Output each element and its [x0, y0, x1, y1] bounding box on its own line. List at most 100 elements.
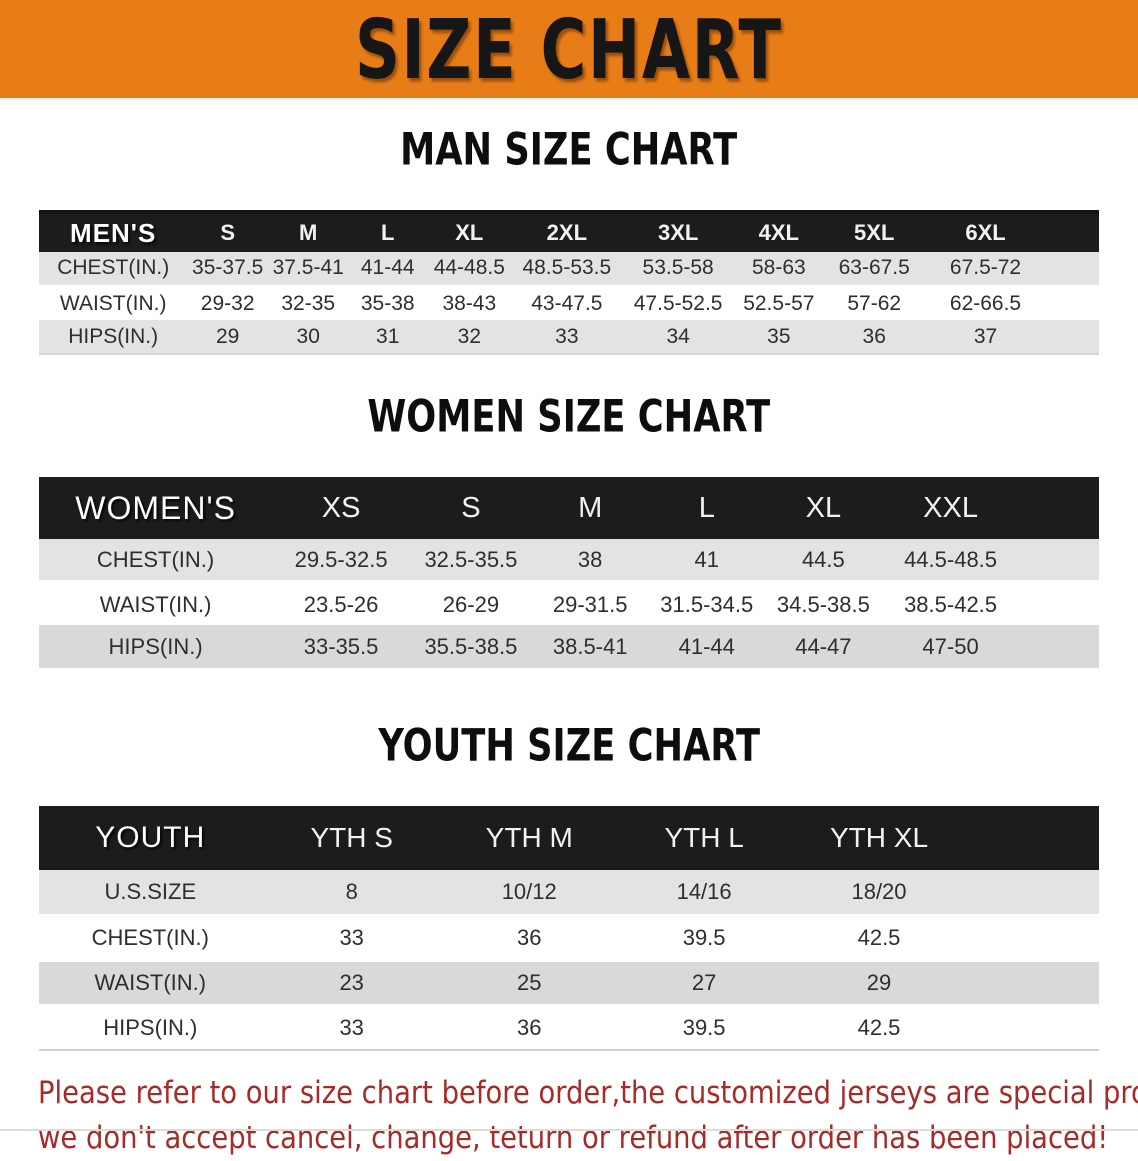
row-label: HIPS(IN.): [68, 324, 159, 348]
row-label: WAIST(IN.): [99, 591, 212, 617]
size-col-header: M: [578, 491, 603, 524]
row-label: CHEST(IN.): [96, 546, 215, 572]
size-col-header: M: [299, 220, 318, 245]
size-cell: 42.5: [857, 924, 901, 950]
row-label: CHEST(IN.): [91, 924, 209, 950]
size-cell: 37.5-41: [272, 256, 344, 280]
size-cell: 44.5: [801, 546, 845, 572]
size-cell: 35.5-38.5: [424, 633, 518, 659]
size-chart-banner: SIZE CHART: [0, 0, 1138, 100]
women-waist-row: WAIST(IN.) 23.5-26 26-29 29-31.5 31.5-34…: [39, 582, 1099, 625]
size-cell: 48.5-53.5: [522, 256, 612, 280]
size-col-header: YTH XL: [829, 822, 929, 853]
row-label: HIPS(IN.): [108, 633, 203, 659]
size-cell: 39.5: [682, 924, 726, 950]
men-header-row: MEN'S S M L XL 2XL 3XL 4XL 5XL 6XL: [39, 212, 1099, 252]
size-col-header: S: [220, 220, 235, 245]
size-cell: 44-48.5: [433, 256, 505, 280]
size-cell: 34.5-38.5: [776, 591, 870, 617]
size-cell: 29: [866, 969, 892, 995]
size-cell: 57-62: [847, 291, 902, 315]
size-cell: 36: [862, 324, 886, 348]
size-col-header: XXL: [923, 491, 978, 524]
women-hips-row: HIPS(IN.) 33-35.5 35.5-38.5 38.5-41 41-4…: [39, 625, 1099, 668]
size-cell: 31: [376, 324, 400, 348]
size-col-header: L: [698, 491, 715, 524]
bottom-divider: [0, 1129, 1138, 1131]
spacer-cell: [1019, 582, 1099, 625]
spacer-cell: [966, 960, 1099, 1005]
man-size-section: MAN SIZE CHART MEN'S S M L XL 2XL 3XL 4X…: [0, 123, 1138, 355]
youth-size-section: YOUTH SIZE CHART YOUTH YTH S YTH M YTH L…: [0, 720, 1138, 1051]
size-cell: 63-67.5: [838, 256, 910, 280]
women-header-row: WOMEN'S XS S M L XL XXL: [39, 477, 1099, 539]
disclaimer-line-2-text: we don't accept cancel, change, teturn o…: [38, 1120, 1109, 1156]
youth-group-label: YOUTH: [95, 821, 206, 854]
size-cell: 36: [516, 924, 542, 950]
size-cell: 30: [296, 324, 320, 348]
size-cell: 23.5-26: [303, 591, 379, 617]
size-cell: 41: [694, 546, 719, 572]
women-size-section: WOMEN SIZE CHART WOMEN'S XS S M L XL XXL…: [0, 390, 1138, 668]
size-col-header: 5XL: [854, 220, 895, 245]
size-cell: 58-63: [751, 256, 806, 280]
size-cell: 35: [767, 324, 791, 348]
youth-hips-row: HIPS(IN.) 33 36 39.5 42.5: [39, 1005, 1099, 1050]
size-cell: 25: [516, 969, 542, 995]
row-label: U.S.SIZE: [104, 878, 197, 904]
size-cell: 33: [339, 924, 364, 950]
size-cell: 44.5-48.5: [904, 546, 998, 572]
spacer-cell: [966, 1005, 1099, 1050]
size-cell: 33: [339, 1014, 364, 1040]
page-title: SIZE CHART: [355, 0, 783, 98]
size-cell: 29.5-32.5: [294, 546, 388, 572]
size-col-header: YTH M: [485, 822, 573, 853]
size-cell: 38: [577, 546, 603, 572]
size-cell: 67.5-72: [949, 256, 1022, 280]
size-cell: 10/12: [501, 878, 557, 904]
women-size-heading-text: WOMEN SIZE CHART: [367, 390, 771, 443]
size-cell: 23: [339, 969, 364, 995]
size-col-header: 3XL: [657, 220, 699, 245]
women-group-label: WOMEN'S: [75, 489, 236, 526]
men-chest-row: CHEST(IN.) 35-37.5 37.5-41 41-44 44-48.5…: [39, 252, 1099, 286]
size-cell: 38-43: [442, 291, 497, 315]
spacer-cell: [1046, 252, 1099, 286]
youth-ussize-row: U.S.SIZE 8 10/12 14/16 18/20: [39, 870, 1099, 915]
size-cell: 26-29: [442, 591, 500, 617]
youth-header-row: YOUTH YTH S YTH M YTH L YTH XL: [39, 806, 1099, 870]
women-size-table: WOMEN'S XS S M L XL XXL CHEST(IN.) 29.5-…: [39, 477, 1099, 668]
youth-size-table: YOUTH YTH S YTH M YTH L YTH XL U.S.SIZE …: [39, 806, 1099, 1051]
spacer-cell: [1019, 477, 1099, 539]
spacer-cell: [966, 915, 1099, 960]
size-cell: 31.5-34.5: [660, 591, 754, 617]
size-cell: 38.5-41: [552, 633, 628, 659]
man-size-heading: MAN SIZE CHART: [0, 123, 1138, 188]
spacer-cell: [966, 806, 1099, 870]
man-size-table: MEN'S S M L XL 2XL 3XL 4XL 5XL 6XL CHEST…: [39, 210, 1099, 355]
size-cell: 33-35.5: [303, 633, 379, 659]
women-chest-row: CHEST(IN.) 29.5-32.5 32.5-35.5 38 41 44.…: [39, 539, 1099, 582]
size-col-header: L: [380, 220, 395, 245]
size-col-header: S: [461, 491, 481, 524]
size-cell: 34: [666, 324, 690, 348]
man-size-heading-text: MAN SIZE CHART: [400, 123, 738, 176]
spacer-cell: [1046, 320, 1099, 354]
size-cell: 52.5-57: [743, 291, 815, 315]
men-waist-row: WAIST(IN.) 29-32 32-35 35-38 38-43 43-47…: [39, 286, 1099, 320]
spacer-cell: [1019, 539, 1099, 582]
spacer-cell: [1046, 286, 1099, 320]
disclaimer: Please refer to our size chart before or…: [38, 1071, 1138, 1161]
disclaimer-line-2: we don't accept cancel, change, teturn o…: [38, 1116, 1108, 1161]
row-label: WAIST(IN.): [94, 969, 207, 995]
row-label: CHEST(IN.): [57, 256, 170, 280]
size-cell: 62-66.5: [949, 291, 1022, 315]
size-col-header: 4XL: [758, 220, 799, 245]
size-cell: 53.5-58: [642, 256, 714, 280]
spacer-cell: [966, 870, 1099, 915]
size-cell: 33: [555, 324, 579, 348]
spacer-cell: [1019, 625, 1099, 668]
size-cell: 41-44: [678, 633, 735, 659]
size-cell: 29-32: [200, 291, 255, 315]
men-hips-row: HIPS(IN.) 29 30 31 32 33 34 35 36 37: [39, 320, 1099, 354]
